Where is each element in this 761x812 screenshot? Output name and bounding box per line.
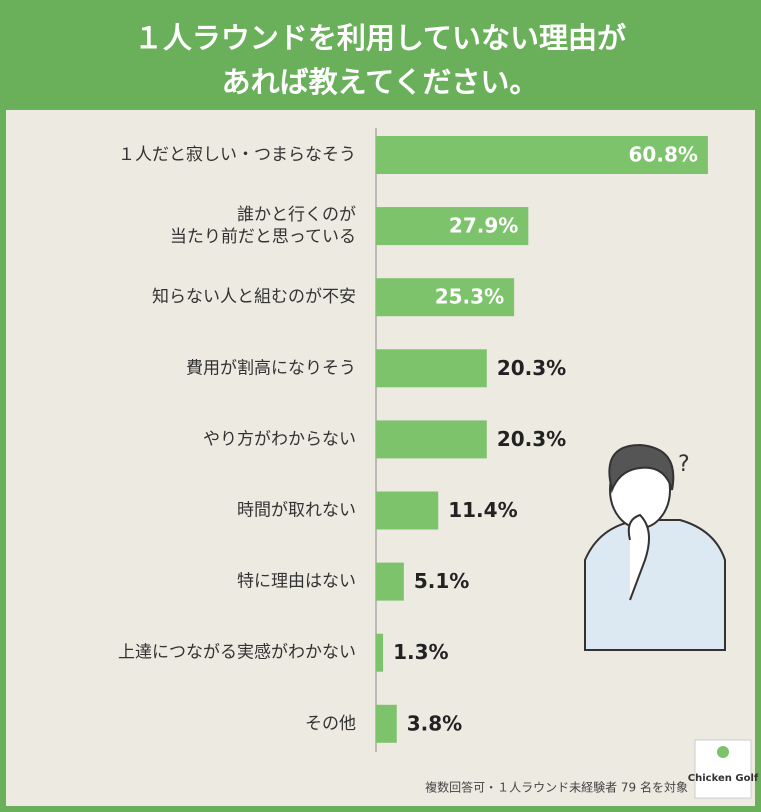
bar: [376, 207, 529, 246]
y-tick-label: 知らない人と組むのが不安: [152, 287, 356, 307]
value-label: 27.9%: [449, 214, 518, 238]
illustration: ?: [584, 443, 726, 651]
chart-title: あれば教えてください。: [222, 65, 539, 99]
value-label: 25.3%: [435, 285, 504, 309]
value-label: 3.8%: [407, 711, 462, 735]
logo: Chicken Golf: [688, 773, 759, 784]
chart-title: １人ラウンドを利用していない理由が: [134, 21, 626, 55]
value-label: 1.3%: [393, 640, 448, 664]
bar: [376, 349, 487, 388]
y-tick-label: 費用が割高になりそう: [186, 358, 356, 378]
y-tick-label: その他: [305, 714, 356, 734]
bar: [376, 562, 404, 601]
y-tick-label: やり方がわからない: [203, 429, 356, 449]
bar: [376, 704, 397, 743]
y-tick-label: 特に理由はない: [237, 572, 356, 592]
y-tick-label: 上達につながる実感がわかない: [118, 643, 356, 663]
y-tick-label: 時間が取れない: [237, 501, 356, 521]
logo-icon: [717, 746, 729, 758]
value-label: 60.8%: [629, 143, 698, 167]
bar: [376, 420, 487, 459]
logo-box: [694, 739, 752, 799]
y-tick-label: 誰かと行くのが当たり前だと思っている: [170, 205, 356, 247]
value-label: 20.3%: [497, 356, 566, 380]
footnote: 複数回答可・１人ラウンド未経験者 79 名を対象: [425, 780, 688, 795]
value-label: 20.3%: [497, 427, 566, 451]
bar: [376, 136, 708, 174]
svg-text:?: ?: [678, 452, 690, 477]
value-label: 11.4%: [448, 498, 517, 522]
bar: [376, 278, 515, 317]
bar: [376, 633, 384, 672]
bar: [376, 491, 439, 530]
y-tick-label: １人だと寂しい・つまらなそう: [118, 145, 356, 165]
value-label: 5.1%: [414, 569, 469, 593]
